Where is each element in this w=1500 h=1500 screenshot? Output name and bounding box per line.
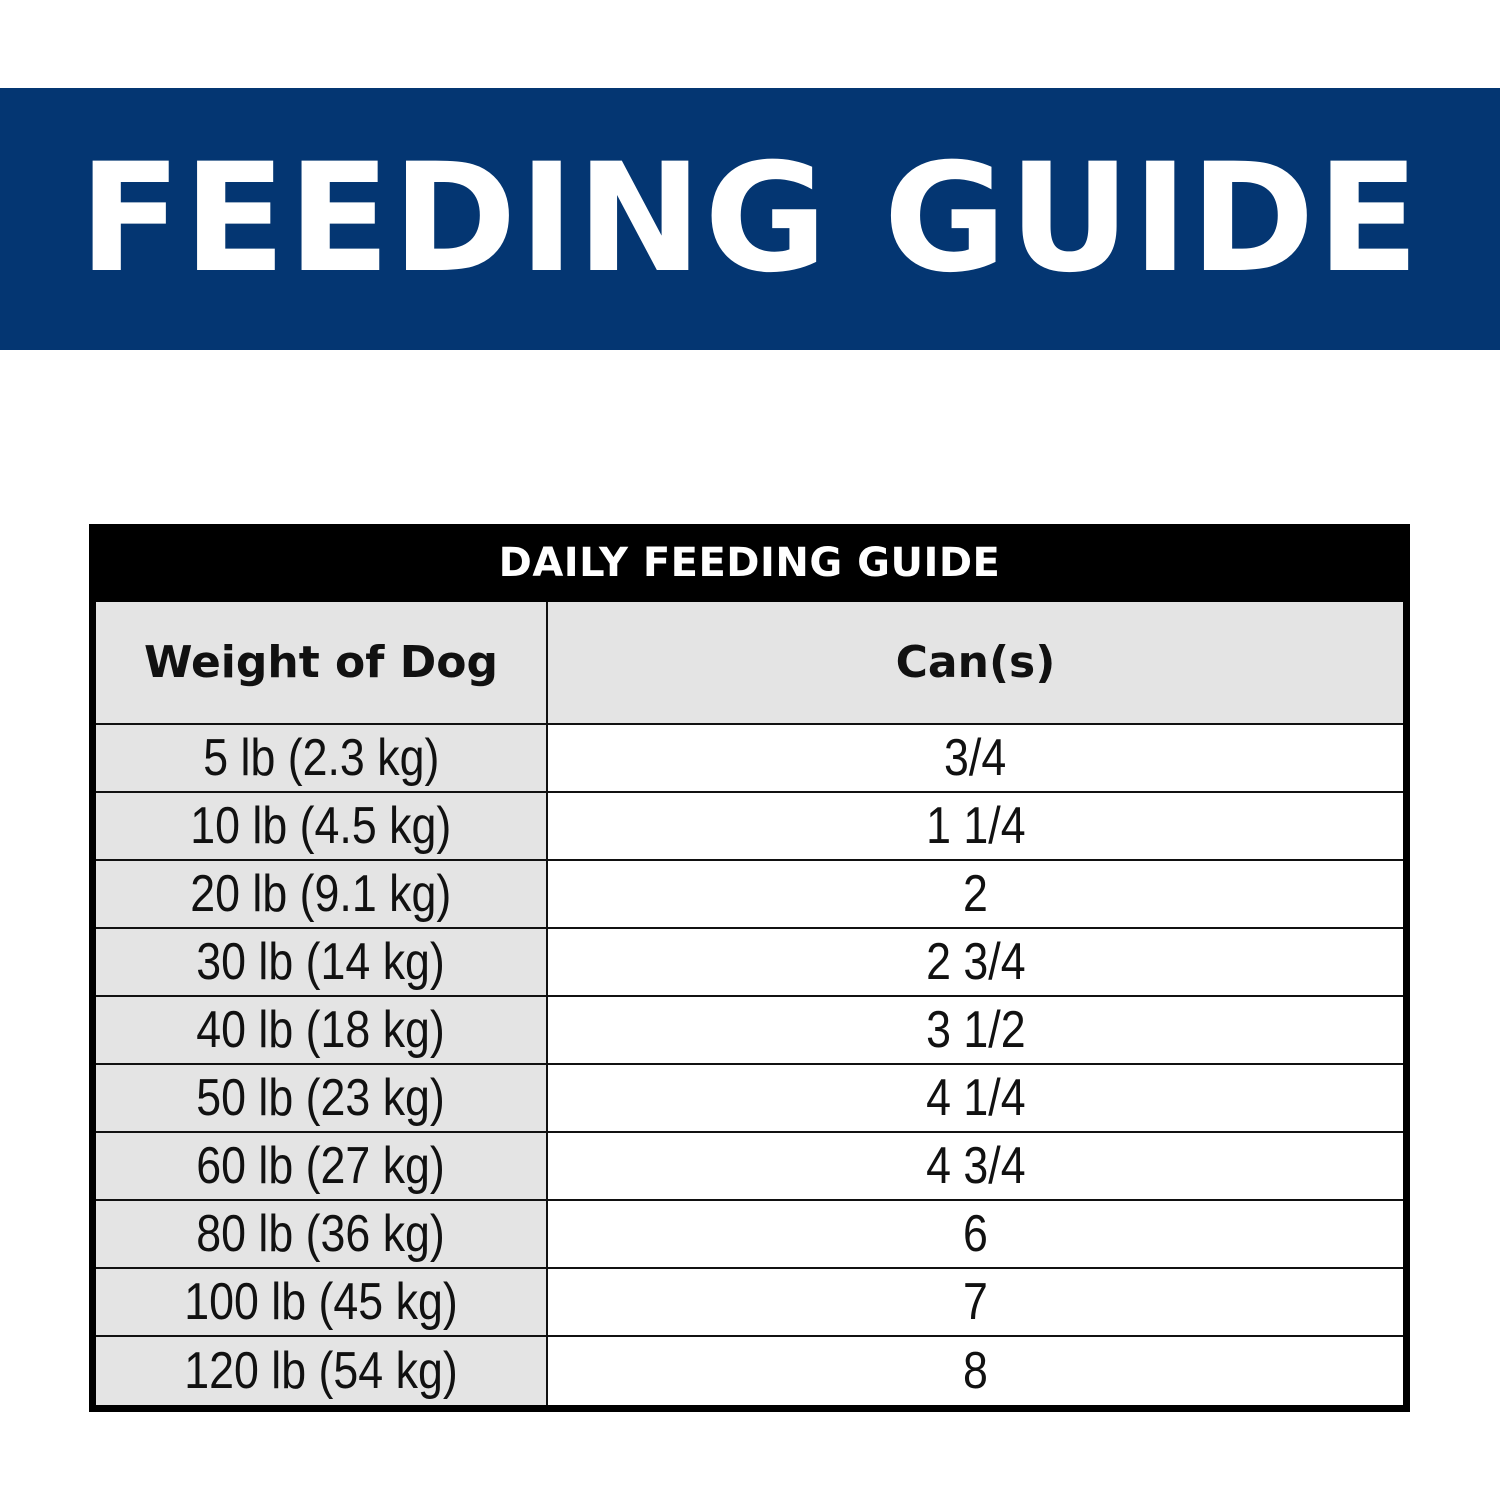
weight-cell: 20 lb (9.1 kg) (96, 861, 548, 929)
cans-cell: 3 1/2 (548, 997, 1403, 1065)
cans-value: 3 1/2 (925, 1001, 1026, 1059)
cans-value: 7 (963, 1273, 988, 1331)
cans-cell: 2 3/4 (548, 929, 1403, 997)
weight-value: 40 lb (18 kg) (196, 1001, 446, 1059)
weight-cell: 30 lb (14 kg) (96, 929, 548, 997)
cans-value: 6 (963, 1205, 988, 1263)
cans-value: 2 3/4 (925, 933, 1026, 991)
cans-cell: 6 (548, 1201, 1403, 1269)
weight-value: 30 lb (14 kg) (196, 933, 446, 991)
cans-value: 4 1/4 (925, 1069, 1026, 1127)
cans-cell: 8 (548, 1337, 1403, 1405)
weight-cell: 5 lb (2.3 kg) (96, 725, 548, 793)
cans-value: 1 1/4 (925, 797, 1026, 855)
weight-value: 20 lb (9.1 kg) (190, 865, 452, 923)
cans-value: 8 (963, 1342, 988, 1400)
weight-cell: 50 lb (23 kg) (96, 1065, 548, 1133)
weight-value: 80 lb (36 kg) (196, 1205, 446, 1263)
weight-cell: 100 lb (45 kg) (96, 1269, 548, 1337)
cans-cell: 4 1/4 (548, 1065, 1403, 1133)
header-banner: FEEDING GUIDE (0, 88, 1500, 350)
weight-value: 50 lb (23 kg) (196, 1069, 446, 1127)
weight-value: 10 lb (4.5 kg) (190, 797, 452, 855)
weight-cell: 80 lb (36 kg) (96, 1201, 548, 1269)
weight-value: 120 lb (54 kg) (184, 1342, 458, 1400)
weight-value: 60 lb (27 kg) (196, 1137, 446, 1195)
cans-cell: 3/4 (548, 725, 1403, 793)
column-header-cans: Can(s) (548, 602, 1403, 725)
weight-value: 5 lb (2.3 kg) (202, 729, 440, 787)
weight-value: 100 lb (45 kg) (184, 1273, 458, 1331)
cans-cell: 2 (548, 861, 1403, 929)
page-title: FEEDING GUIDE (78, 132, 1422, 306)
table-grid: Weight of Dog Can(s) 5 lb (2.3 kg) 3/4 10 … (96, 602, 1403, 1405)
cans-cell: 7 (548, 1269, 1403, 1337)
weight-cell: 40 lb (18 kg) (96, 997, 548, 1065)
table-caption: DAILY FEEDING GUIDE (498, 540, 1001, 586)
weight-cell: 60 lb (27 kg) (96, 1133, 548, 1201)
weight-cell: 10 lb (4.5 kg) (96, 793, 548, 861)
cans-value: 3/4 (944, 729, 1007, 787)
cans-value: 2 (963, 865, 988, 923)
weight-cell: 120 lb (54 kg) (96, 1337, 548, 1405)
cans-cell: 4 3/4 (548, 1133, 1403, 1201)
cans-value: 4 3/4 (925, 1137, 1026, 1195)
column-header-weight: Weight of Dog (96, 602, 548, 725)
feeding-table: DAILY FEEDING GUIDE Weight of Dog Can(s)… (89, 524, 1410, 1412)
cans-cell: 1 1/4 (548, 793, 1403, 861)
